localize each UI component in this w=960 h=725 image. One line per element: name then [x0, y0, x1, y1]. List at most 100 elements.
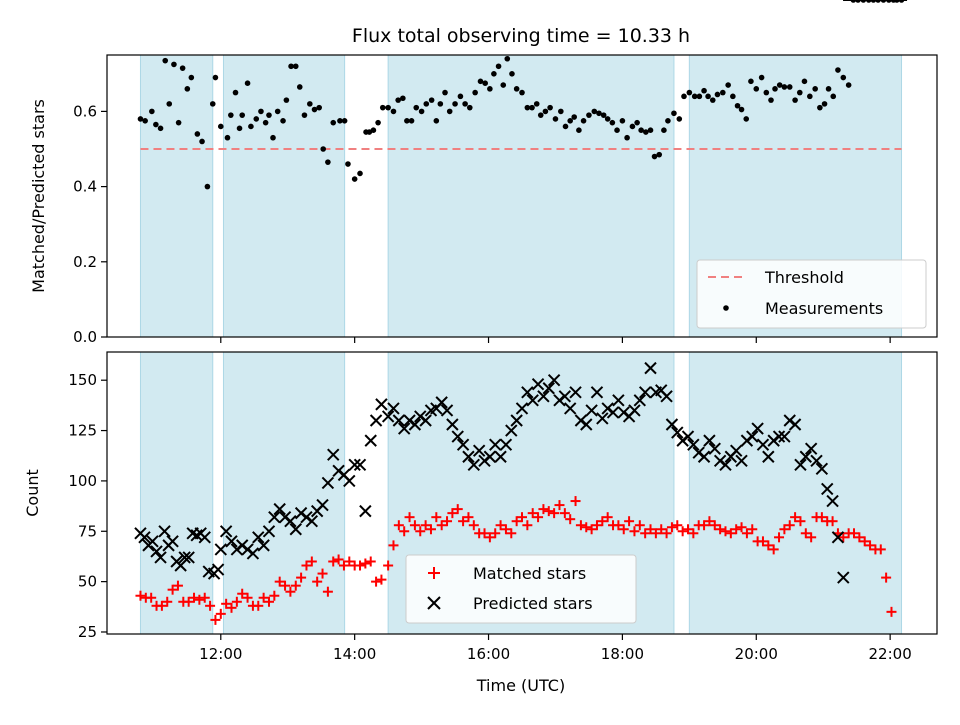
- measurement-point: [345, 161, 351, 167]
- predicted-star-point: [262, 525, 276, 538]
- predicted-star-point: [505, 424, 518, 437]
- measurement-point: [157, 125, 164, 132]
- matched-star-point: [371, 576, 382, 587]
- matched-star-point: [838, 532, 849, 543]
- measurement-point: [357, 170, 363, 177]
- measurement-point: [466, 104, 473, 111]
- measurement-point: [325, 159, 331, 165]
- predicted-star-point: [772, 430, 786, 443]
- matched-star-point: [338, 560, 349, 571]
- predicted-star-point: [606, 406, 620, 419]
- measurement-point: [734, 102, 741, 109]
- measurement-point: [519, 89, 525, 96]
- measurement-point: [701, 87, 707, 94]
- measurement-point: [709, 97, 716, 103]
- matched-star-point: [210, 614, 221, 625]
- measurement-point: [571, 114, 578, 120]
- measurement-point: [821, 101, 828, 107]
- predicted-star-point: [671, 426, 684, 439]
- predicted-star-point: [708, 442, 721, 455]
- predicted-star-point: [751, 422, 764, 435]
- matched-star-point: [221, 598, 232, 609]
- measurement-point: [212, 74, 219, 81]
- measurement-point: [781, 84, 788, 90]
- predicted-star-point: [563, 402, 577, 415]
- measurement-point: [292, 63, 299, 70]
- predicted-star-point: [364, 434, 377, 447]
- matched-star-point: [263, 596, 274, 607]
- measurement-point: [232, 89, 239, 96]
- count-y-axis-label: Count: [23, 469, 42, 517]
- ratio-legend-box: [696, 259, 927, 329]
- matched-star-point: [704, 516, 715, 527]
- y-tick-label-4: 125: [68, 422, 97, 440]
- measurement-point: [188, 74, 195, 81]
- measurement-point: [840, 74, 847, 81]
- matched-star-point: [237, 588, 248, 599]
- predicted-star-point: [375, 398, 388, 411]
- measurement-point: [738, 106, 745, 113]
- predicted-star-point: [178, 551, 191, 564]
- threshold-legend-label: Threshold: [764, 268, 844, 287]
- matched-star-point: [290, 580, 301, 591]
- predicted-star-point: [526, 394, 539, 407]
- count-legend-box: [405, 554, 637, 624]
- observing-interval-3: [688, 351, 903, 635]
- matched-star-point: [167, 584, 178, 595]
- matched-star-point: [865, 540, 876, 551]
- matched-star-point: [328, 556, 339, 567]
- predicted-star-point: [446, 418, 459, 431]
- predicted-star-point: [273, 502, 286, 516]
- predicted-star-point: [343, 474, 356, 488]
- predicted-star-point: [214, 543, 227, 556]
- measurement-point: [395, 97, 401, 103]
- measurement-point: [413, 104, 420, 111]
- measurement-point: [600, 112, 607, 118]
- predicted-star-point: [638, 386, 652, 399]
- measurement-point: [262, 119, 269, 126]
- ratio-x-ticks: [220, 337, 891, 343]
- measurement-point: [175, 119, 182, 126]
- measurement-point: [228, 112, 234, 118]
- matched-star-point: [215, 608, 226, 619]
- predicted-star-point: [211, 563, 225, 576]
- y-tick-label-2: 0.4: [73, 178, 97, 196]
- measurement-point: [681, 93, 687, 100]
- predicted-star-point: [435, 396, 448, 409]
- predicted-star-point: [703, 434, 716, 447]
- matched-star-point: [741, 528, 752, 539]
- measurement-point: [576, 127, 582, 133]
- predicted-star-point: [456, 438, 470, 451]
- matched-star-point: [768, 544, 779, 555]
- measurement-point: [166, 101, 173, 107]
- measurement-point: [830, 93, 837, 100]
- measurement-point: [370, 127, 377, 133]
- matched-star-point: [715, 524, 726, 535]
- measurement-point: [772, 86, 778, 92]
- matched-star-point: [393, 520, 404, 531]
- measurement-point: [671, 110, 677, 117]
- measurement-point: [307, 101, 313, 107]
- measurement-point: [720, 89, 726, 96]
- matched-star-point: [269, 590, 280, 601]
- predicted-star-point: [284, 514, 297, 528]
- predicted-star-point: [494, 450, 507, 463]
- matched-star-point: [666, 522, 677, 533]
- matched-star-point: [317, 568, 328, 579]
- matched-star-point: [280, 580, 291, 591]
- measurement-point: [586, 112, 592, 118]
- matched-star-point: [285, 586, 296, 597]
- ratio-panel-frame: [106, 54, 938, 338]
- measurement-point: [500, 82, 507, 88]
- matched-star-point: [816, 512, 827, 523]
- predicted-star-point: [305, 514, 319, 528]
- measurement-point: [266, 112, 272, 118]
- x-axis-label: Time (UTC): [476, 676, 565, 695]
- measurement-point: [404, 118, 410, 124]
- predicted-star-point: [138, 531, 151, 544]
- matched-star-point: [629, 526, 640, 537]
- predicted-star-point: [146, 535, 159, 548]
- matched-star-point: [806, 532, 817, 543]
- predicted-star-point: [660, 390, 673, 403]
